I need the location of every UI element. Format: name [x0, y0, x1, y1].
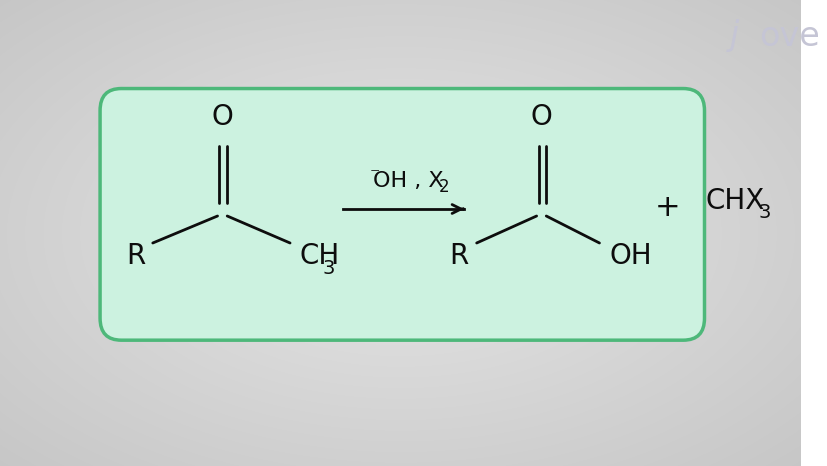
Text: ⁻: ⁻ — [369, 165, 380, 185]
Text: 3: 3 — [323, 259, 335, 277]
Text: R: R — [449, 242, 468, 270]
Text: 2: 2 — [438, 178, 449, 196]
Text: CH: CH — [299, 242, 340, 270]
Text: O: O — [211, 103, 233, 131]
Text: OH: OH — [609, 242, 651, 270]
Text: ove: ove — [758, 20, 819, 53]
Text: OH , X: OH , X — [373, 171, 443, 191]
Text: j: j — [729, 20, 739, 53]
FancyBboxPatch shape — [100, 89, 704, 340]
Text: CHX: CHX — [705, 187, 764, 215]
Text: O: O — [530, 103, 552, 131]
Text: 3: 3 — [757, 204, 769, 222]
Text: +: + — [653, 193, 679, 222]
Text: R: R — [126, 242, 145, 270]
